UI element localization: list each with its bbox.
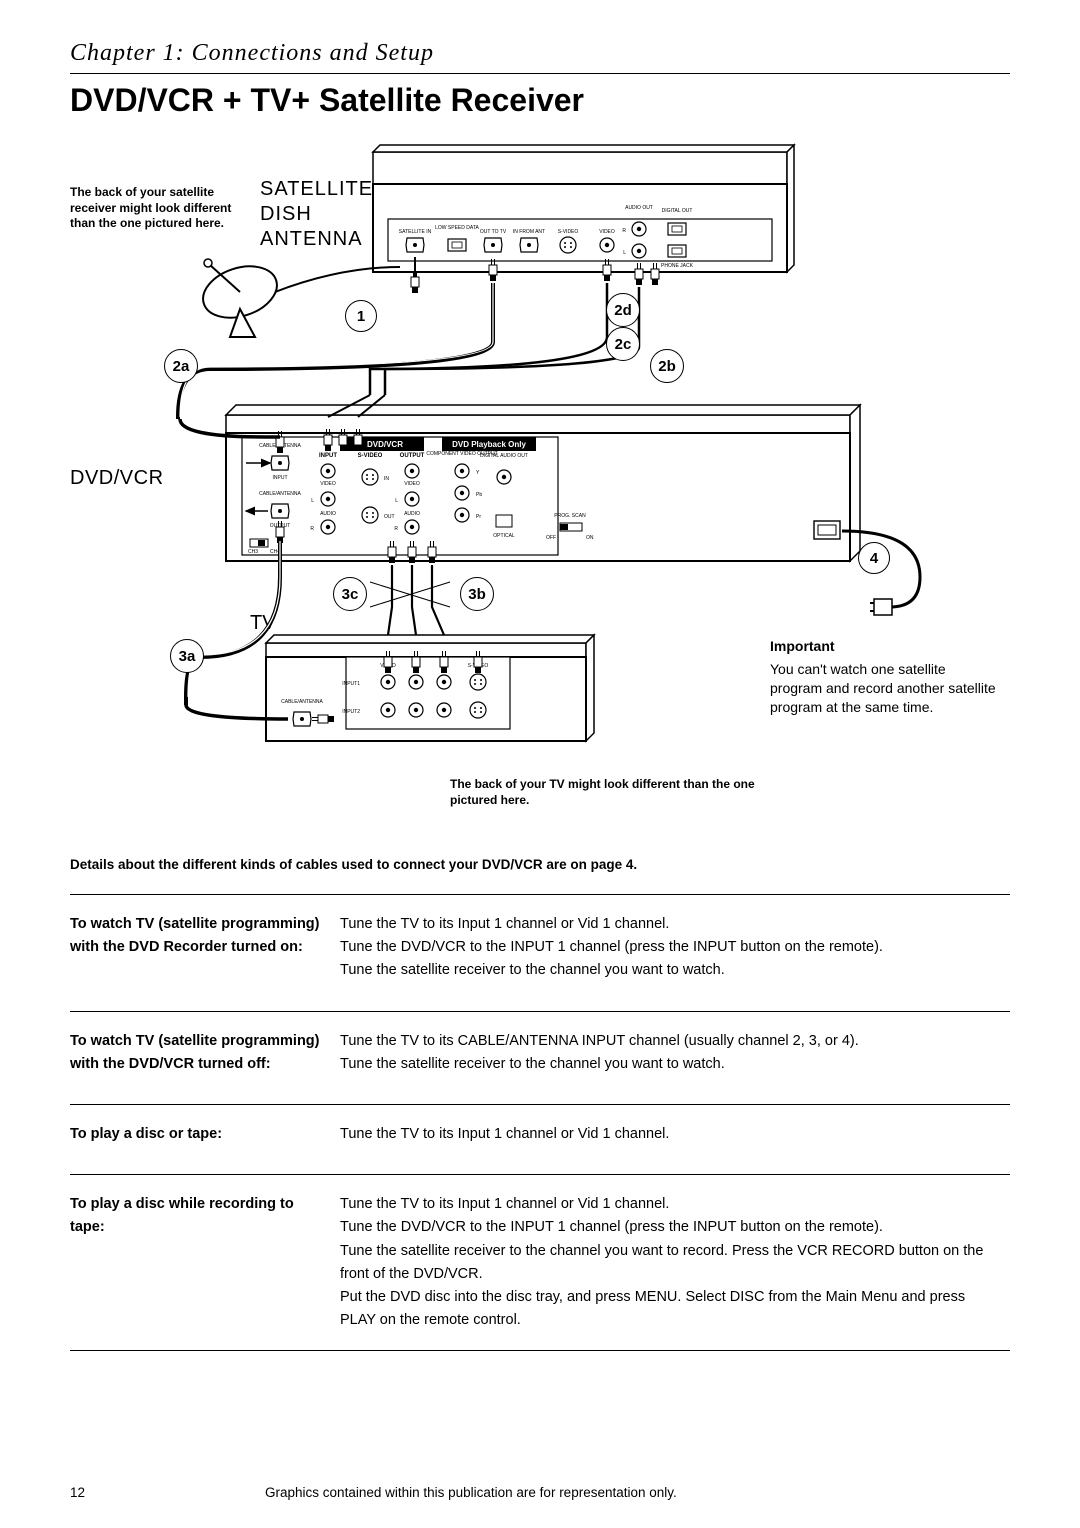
page-number: 12 <box>70 1485 85 1500</box>
svg-text:R: R <box>310 526 314 532</box>
cable-details-note: Details about the different kinds of cab… <box>70 857 1010 872</box>
callout-2b: 2b <box>650 349 684 383</box>
instr-steps: Tune the TV to its CABLE/ANTENNA INPUT c… <box>340 1011 1010 1104</box>
svg-text:OUT: OUT <box>384 514 395 520</box>
svg-text:R: R <box>394 526 398 532</box>
diagram-svg: SATELLITE IN LOW SPEED DATA OUT TO TV IN… <box>70 137 1010 857</box>
svg-text:OPTICAL: OPTICAL <box>493 533 515 539</box>
svg-text:OUTPUT: OUTPUT <box>400 453 425 459</box>
table-row: To watch TV (satellite programming) with… <box>70 1011 1010 1104</box>
svg-text:VIDEO: VIDEO <box>599 229 615 235</box>
svg-text:AUDIO: AUDIO <box>320 511 336 517</box>
svg-text:DVD/VCR: DVD/VCR <box>367 440 403 449</box>
svg-text:S-VIDEO: S-VIDEO <box>558 229 579 235</box>
chapter-heading: Chapter 1: Connections and Setup <box>70 40 1010 67</box>
svg-text:INPUT1: INPUT1 <box>342 681 360 687</box>
svg-text:IN: IN <box>384 476 389 482</box>
svg-text:LOW SPEED DATA: LOW SPEED DATA <box>435 225 479 231</box>
satellite-dish-icon <box>196 257 283 337</box>
footer-text: Graphics contained within this publicati… <box>265 1485 677 1500</box>
instr-key: To play a disc while recording to tape: <box>70 1175 340 1351</box>
instr-steps: Tune the TV to its Input 1 channel or Vi… <box>340 895 1010 1012</box>
callout-2d: 2d <box>606 293 640 327</box>
instr-key: To watch TV (satellite programming) with… <box>70 1011 340 1104</box>
svg-text:IN FROM ANT: IN FROM ANT <box>513 229 545 235</box>
callout-2c: 2c <box>606 327 640 361</box>
svg-text:PROG. SCAN: PROG. SCAN <box>554 513 586 519</box>
divider <box>70 73 1010 74</box>
svg-text:L: L <box>311 498 314 504</box>
svg-text:S-VIDEO: S-VIDEO <box>358 453 383 459</box>
svg-text:AUDIO OUT: AUDIO OUT <box>625 205 653 211</box>
svg-text:INPUT: INPUT <box>319 453 337 459</box>
instr-key: To play a disc or tape: <box>70 1104 340 1174</box>
svg-text:PHONE JACK: PHONE JACK <box>661 263 694 269</box>
svg-text:DVD Playback Only: DVD Playback Only <box>452 440 526 449</box>
svg-text:L: L <box>395 498 398 504</box>
svg-text:Pr: Pr <box>476 514 481 520</box>
table-row: To watch TV (satellite programming) with… <box>70 895 1010 1012</box>
callout-1: 1 <box>345 300 377 332</box>
svg-text:CH3: CH3 <box>248 549 258 555</box>
svg-text:OFF: OFF <box>546 535 556 541</box>
callout-4: 4 <box>858 542 890 574</box>
svg-text:R: R <box>622 228 626 234</box>
svg-text:Pb: Pb <box>476 492 482 498</box>
svg-text:AUDIO: AUDIO <box>404 511 420 517</box>
svg-text:CABLE/ANTENNA: CABLE/ANTENNA <box>259 491 301 497</box>
table-row: To play a disc while recording to tape: … <box>70 1175 1010 1351</box>
connection-diagram: The back of your satellite receiver migh… <box>70 137 1010 857</box>
page-footer: 12 Graphics contained within this public… <box>70 1485 1010 1500</box>
instr-key: To watch TV (satellite programming) with… <box>70 895 340 1012</box>
svg-text:VIDEO: VIDEO <box>404 481 420 487</box>
instr-steps: Tune the TV to its Input 1 channel or Vi… <box>340 1175 1010 1351</box>
svg-text:VIDEO: VIDEO <box>320 481 336 487</box>
svg-text:OUT TO TV: OUT TO TV <box>480 229 507 235</box>
callout-3a: 3a <box>170 639 204 673</box>
callout-3c: 3c <box>333 577 367 611</box>
satellite-receiver-box: SATELLITE IN LOW SPEED DATA OUT TO TV IN… <box>373 145 794 272</box>
callout-3b: 3b <box>460 577 494 611</box>
svg-text:L: L <box>623 250 626 256</box>
svg-text:CABLE/ANTENNA: CABLE/ANTENNA <box>281 699 323 705</box>
svg-text:INPUT: INPUT <box>273 475 288 481</box>
svg-text:DIGITAL AUDIO OUT: DIGITAL AUDIO OUT <box>480 453 528 459</box>
svg-text:SATELLITE IN: SATELLITE IN <box>399 229 432 235</box>
svg-text:DIGITAL OUT: DIGITAL OUT <box>662 208 693 214</box>
tv-box: VIDEO L R S-VIDEO INPUT1 INPUT2 CABLE/AN… <box>266 635 594 741</box>
table-row: To play a disc or tape: Tune the TV to i… <box>70 1104 1010 1174</box>
page-title: DVD/VCR + TV+ Satellite Receiver <box>70 82 1010 119</box>
callout-2a: 2a <box>164 349 198 383</box>
svg-text:INPUT2: INPUT2 <box>342 709 360 715</box>
instr-steps: Tune the TV to its Input 1 channel or Vi… <box>340 1104 1010 1174</box>
svg-text:ON: ON <box>586 535 594 541</box>
dvdvcr-box: DVD/VCR DVD Playback Only CABLE/ANTENNA … <box>226 405 860 561</box>
instructions-table: To watch TV (satellite programming) with… <box>70 894 1010 1351</box>
